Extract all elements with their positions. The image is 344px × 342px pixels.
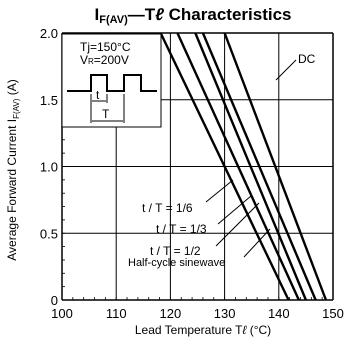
y-axis-label: Average Forward Current IF(AV) (A) xyxy=(5,79,21,260)
chart-title-i: I xyxy=(95,5,100,24)
y-axis-label-text: Average Forward Current I xyxy=(5,119,19,261)
annotation-1-3: t / T = 1/3 xyxy=(156,222,207,236)
y-tick-label: 1.5 xyxy=(40,93,58,108)
tick-labels: 100 110 120 130 140 150 0 0.5 1.0 1.5 2.0 xyxy=(40,26,344,321)
inset-vr-pre: V xyxy=(80,53,88,67)
series-line-4 xyxy=(223,32,328,301)
pulse-waveform xyxy=(67,74,157,92)
leader-half-cycle xyxy=(243,228,271,258)
x-axis-label-text: Lead Temperature T xyxy=(135,323,243,337)
annotation-dc: DC xyxy=(298,52,316,66)
leader-1-2 xyxy=(215,202,260,247)
x-axis-label: Lead Temperature Tℓ (°C) xyxy=(135,323,271,337)
x-tick-label: 140 xyxy=(268,306,290,321)
x-axis-label-unit: (°C) xyxy=(246,323,271,337)
y-tick-label: 0.5 xyxy=(40,226,58,241)
waveform-inset: Tj=150°C VR=200V t T xyxy=(61,33,162,128)
series-line-3 xyxy=(201,32,317,301)
series-line-0 xyxy=(159,32,290,301)
annotation-1-6: t / T = 1/6 xyxy=(142,201,193,215)
inset-vr-post: =200V xyxy=(94,53,129,67)
leader-dc xyxy=(275,59,297,81)
series-line-2 xyxy=(194,32,308,301)
x-tick-label: 130 xyxy=(214,306,236,321)
y-axis-label-sub: F(AV) xyxy=(12,98,21,119)
x-tick-label: 120 xyxy=(160,306,182,321)
inset-vr: VR=200V xyxy=(80,53,129,67)
annotation-half-cycle: Half-cycle sinewave xyxy=(128,257,225,269)
inset-tj: Tj=150°C xyxy=(80,40,131,54)
chart-title: IF(AV)—Tℓ Characteristics xyxy=(95,5,292,26)
inset-label-T: T xyxy=(102,107,110,121)
x-tick-label: 110 xyxy=(106,306,127,321)
series-lines xyxy=(159,32,328,301)
inset-vr-sub: R xyxy=(88,57,94,66)
x-tick-label: 100 xyxy=(51,306,73,321)
inset-label-t: t xyxy=(96,88,100,102)
chart-title-dash-t: —T xyxy=(128,5,156,24)
x-axis-label-l: ℓ xyxy=(242,323,247,337)
chart-title-l: ℓ xyxy=(155,5,164,24)
leader-1-3 xyxy=(217,195,252,225)
series-line-1 xyxy=(176,32,300,301)
chart-title-sub: F(AV) xyxy=(99,14,128,26)
leader-1-6 xyxy=(205,179,234,203)
y-axis-label-unit: (A) xyxy=(5,79,19,98)
y-tick-label: 0 xyxy=(51,293,58,308)
x-tick-label: 150 xyxy=(322,306,344,321)
y-tick-label: 1.0 xyxy=(40,160,58,175)
y-tick-label: 2.0 xyxy=(40,26,58,41)
chart-title-tail: Characteristics xyxy=(164,5,292,24)
annotation-1-2: t / T = 1/2 xyxy=(150,244,201,258)
